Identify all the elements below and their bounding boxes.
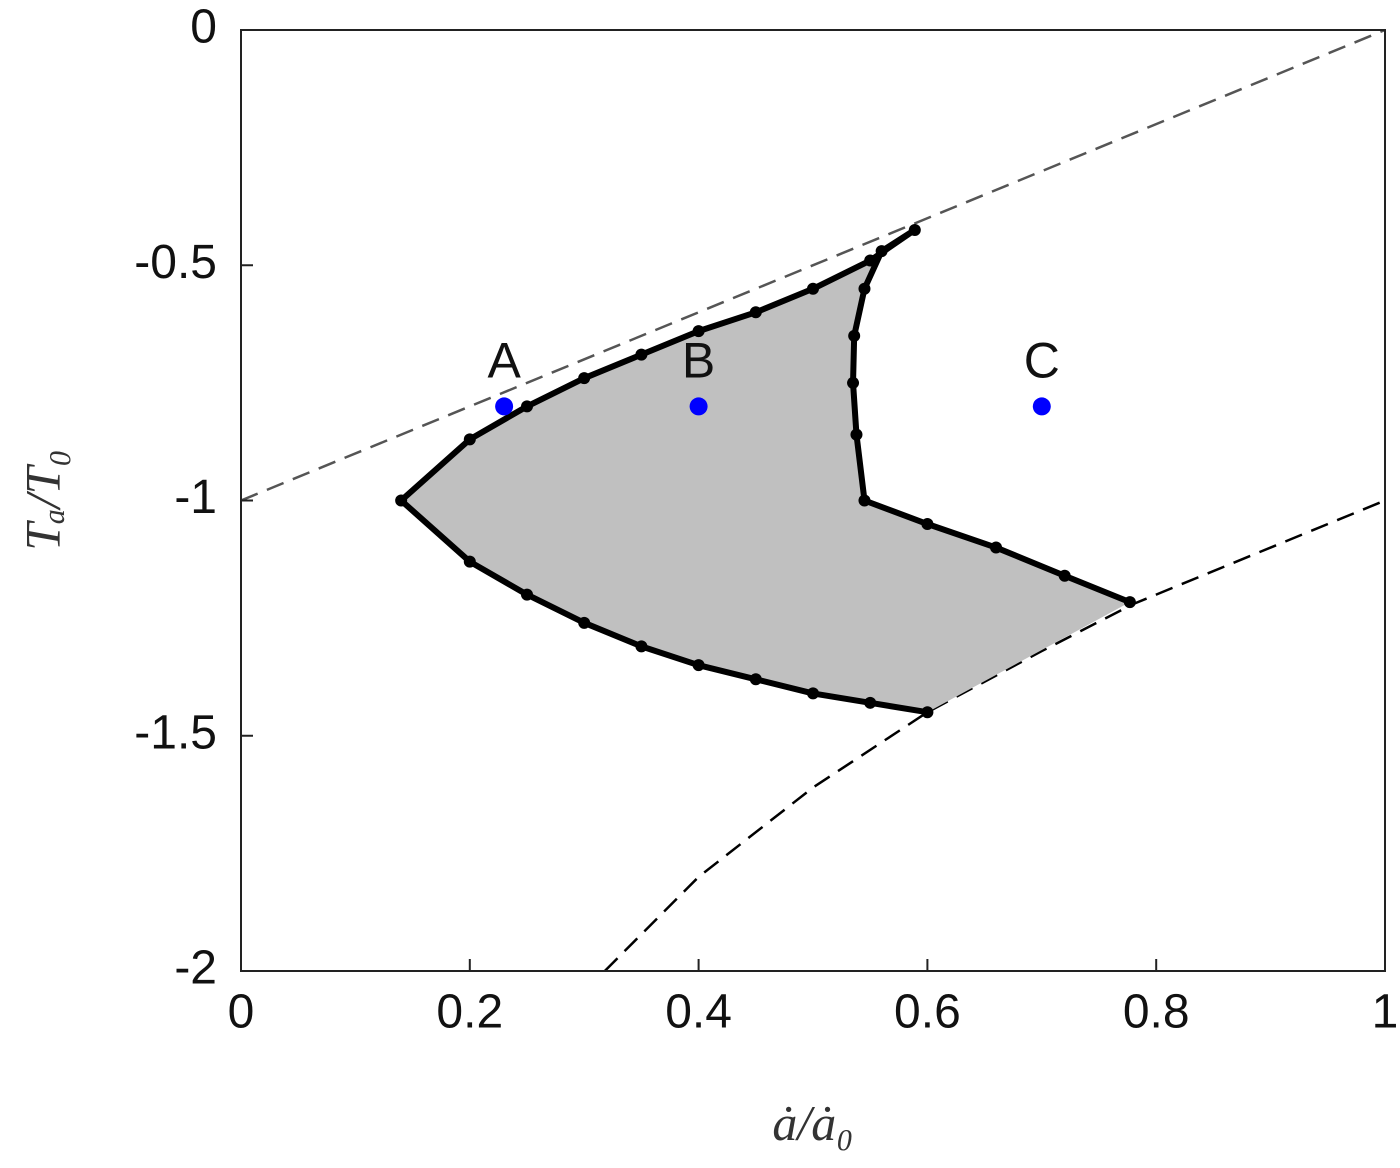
- x-tick-label: 0.4: [665, 986, 732, 1039]
- boundary-point: [807, 282, 819, 295]
- boundary-point: [749, 306, 762, 319]
- boundary-point: [858, 494, 871, 507]
- boundary-point: [635, 640, 648, 653]
- boundary-point: [635, 348, 648, 361]
- boundary-point: [864, 254, 877, 267]
- y-tick-label: 0: [190, 1, 217, 54]
- state-point: [1032, 397, 1051, 416]
- dashed-curve: [603, 499, 1386, 972]
- boundary-point: [875, 245, 888, 258]
- boundary-point: [395, 494, 408, 507]
- boundary-point: [749, 673, 762, 686]
- boundary-point: [847, 376, 860, 389]
- state-point: [495, 397, 514, 416]
- boundary-point: [521, 400, 533, 413]
- boundary-point: [1123, 596, 1136, 609]
- boundary-point: [1058, 569, 1071, 582]
- point-label: C: [1024, 333, 1060, 389]
- boundary-point: [850, 428, 863, 441]
- point-label: A: [487, 333, 521, 389]
- boundary-point: [990, 541, 1003, 554]
- y-tick-label: -0.5: [134, 236, 217, 289]
- boundary-point: [921, 518, 934, 531]
- dashed-curve: [240, 28, 1386, 502]
- boundary-point: [463, 433, 476, 446]
- x-axis-label: ȧ/ȧ₀: [772, 1094, 853, 1150]
- boundary-point: [858, 282, 871, 295]
- x-tick-label: 0.8: [1123, 986, 1190, 1039]
- x-tick-label: 0.6: [894, 986, 961, 1039]
- boundary-point: [848, 329, 861, 342]
- boundary-point: [692, 659, 705, 672]
- boundary-point: [908, 223, 921, 236]
- state-point: [689, 397, 708, 416]
- y-tick-label: -1.5: [134, 706, 217, 759]
- boundary-point: [463, 555, 476, 568]
- y-tick-label: -1: [174, 471, 217, 524]
- y-tick-label: -2: [174, 942, 217, 995]
- point-label: B: [682, 333, 715, 389]
- boundary-point: [692, 325, 705, 338]
- x-tick-label: 0: [228, 986, 255, 1039]
- boundary-point: [921, 706, 934, 719]
- boundary-point: [578, 372, 591, 385]
- shaded-region: [401, 229, 1130, 713]
- boundary-point: [578, 616, 591, 629]
- boundary-point: [521, 588, 533, 601]
- x-tick-label: 1: [1372, 986, 1399, 1039]
- boundary-point: [864, 696, 877, 709]
- x-tick-label: 0.2: [436, 986, 503, 1039]
- y-axis-label: Tₐ/T₀: [14, 449, 70, 551]
- boundary-point: [807, 687, 819, 700]
